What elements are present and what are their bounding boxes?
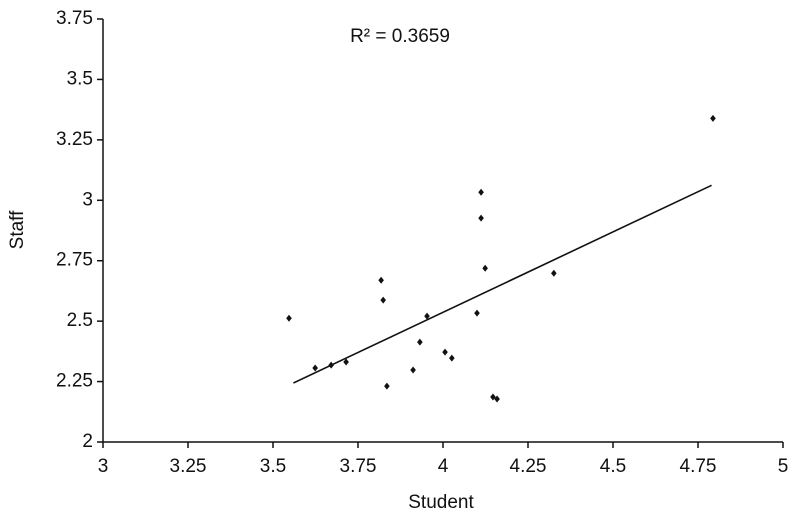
y-tick-label: 2: [82, 431, 93, 452]
scatter-point: [710, 114, 716, 122]
scatter-point: [474, 309, 480, 317]
x-tick-label: 4.75: [680, 456, 717, 477]
scatter-point: [417, 338, 423, 346]
scatter-point: [551, 269, 557, 277]
y-tick-label: 2.5: [67, 310, 93, 331]
y-tick-label: 3.25: [56, 129, 93, 150]
r-squared-annotation: R² = 0.3659: [350, 26, 450, 47]
scatter-point: [449, 354, 455, 362]
scatter-point: [478, 188, 484, 196]
scatter-point: [490, 393, 496, 401]
scatter-point: [410, 366, 416, 374]
y-axis-title: Staff: [7, 210, 28, 249]
scatter-point: [328, 361, 334, 369]
y-tick-label: 2.75: [56, 250, 93, 271]
scatter-point: [494, 395, 500, 403]
scatter-point: [312, 364, 318, 372]
scatter-point: [380, 296, 386, 304]
x-tick-label: 3.25: [170, 456, 207, 477]
scatter-point: [378, 276, 384, 284]
scatter-point: [442, 348, 448, 356]
x-tick-label: 3: [98, 456, 109, 477]
scatter-point: [343, 358, 349, 366]
y-tick-label: 3.75: [56, 8, 93, 29]
scatter-point: [482, 264, 488, 272]
scatter-point: [478, 214, 484, 222]
x-tick-label: 3.75: [340, 456, 377, 477]
x-tick-label: 4: [438, 456, 449, 477]
scatter-point: [286, 314, 292, 322]
x-axis-title: Student: [408, 492, 474, 513]
y-tick-label: 3: [82, 189, 93, 210]
y-tick-label: 2.25: [56, 371, 93, 392]
scatter-point: [424, 312, 430, 320]
scatter-point: [384, 382, 390, 390]
x-tick-label: 4.5: [600, 456, 626, 477]
trendline: [293, 184, 712, 384]
x-tick-label: 5: [778, 456, 789, 477]
y-tick-label: 3.5: [67, 68, 93, 89]
x-tick-label: 4.25: [510, 456, 547, 477]
x-tick-label: 3.5: [260, 456, 286, 477]
